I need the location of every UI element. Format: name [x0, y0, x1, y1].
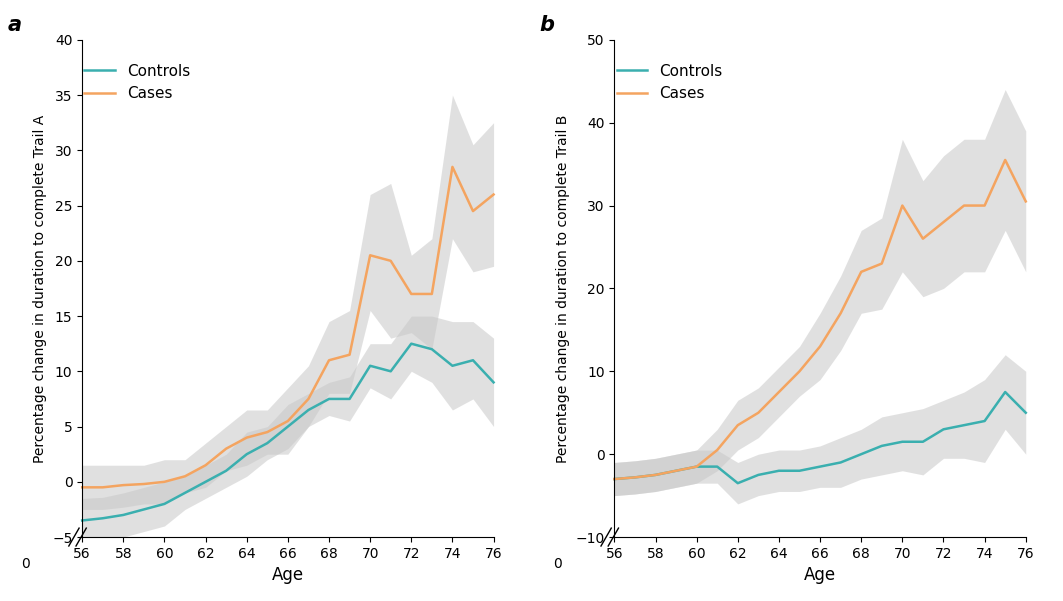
- Cases: [282, 418, 294, 425]
- Y-axis label: Percentage change in duration to complete Trail B: Percentage change in duration to complet…: [556, 114, 570, 463]
- Cases: [179, 472, 191, 480]
- Line: Controls: Controls: [614, 392, 1026, 483]
- Controls: [876, 442, 889, 450]
- Controls: [855, 451, 867, 458]
- Controls: [425, 346, 438, 353]
- Cases: [467, 207, 479, 215]
- Text: a: a: [7, 15, 21, 35]
- Legend: Controls, Cases: Controls, Cases: [79, 57, 197, 107]
- Controls: [97, 514, 109, 522]
- Cases: [608, 475, 621, 483]
- Cases: [405, 290, 418, 297]
- Legend: Controls, Cases: Controls, Cases: [610, 57, 729, 107]
- Cases: [97, 484, 109, 491]
- Controls: [938, 426, 950, 433]
- Controls: [793, 467, 806, 474]
- Y-axis label: Percentage change in duration to complete Trail A: Percentage change in duration to complet…: [33, 114, 47, 463]
- Cases: [813, 343, 826, 350]
- Controls: [364, 362, 376, 370]
- Cases: [896, 202, 909, 209]
- Controls: [158, 500, 171, 507]
- Cases: [137, 480, 150, 487]
- Cases: [302, 395, 315, 403]
- Controls: [978, 418, 991, 425]
- Controls: [137, 506, 150, 513]
- Cases: [999, 156, 1012, 163]
- Controls: [773, 467, 786, 474]
- Controls: [999, 388, 1012, 395]
- Controls: [446, 362, 459, 370]
- Cases: [958, 202, 971, 209]
- Line: Cases: Cases: [614, 160, 1026, 479]
- Controls: [385, 368, 398, 375]
- Controls: [302, 406, 315, 413]
- Cases: [670, 467, 682, 474]
- Controls: [628, 474, 641, 481]
- Controls: [896, 438, 909, 445]
- Controls: [916, 438, 929, 445]
- Cases: [385, 257, 398, 264]
- Cases: [876, 260, 889, 267]
- Controls: [649, 471, 662, 478]
- Cases: [240, 434, 253, 441]
- Controls: [220, 467, 233, 474]
- Cases: [711, 447, 724, 454]
- Line: Cases: Cases: [82, 167, 493, 487]
- Controls: [179, 489, 191, 496]
- Controls: [608, 475, 621, 483]
- Cases: [425, 290, 438, 297]
- Cases: [323, 356, 336, 364]
- Cases: [117, 481, 130, 489]
- Line: Controls: Controls: [82, 344, 493, 520]
- Controls: [199, 478, 212, 486]
- Controls: [487, 379, 500, 386]
- Controls: [690, 463, 703, 470]
- Controls: [405, 340, 418, 347]
- Controls: [467, 356, 479, 364]
- Text: b: b: [540, 15, 555, 35]
- Cases: [628, 474, 641, 481]
- X-axis label: Age: Age: [804, 566, 837, 584]
- Cases: [75, 484, 88, 491]
- Cases: [260, 429, 273, 436]
- Cases: [978, 202, 991, 209]
- Text: 0: 0: [553, 557, 562, 571]
- Cases: [487, 191, 500, 198]
- Cases: [446, 163, 459, 171]
- Cases: [916, 235, 929, 242]
- Cases: [690, 463, 703, 470]
- Cases: [855, 268, 867, 275]
- Controls: [670, 467, 682, 474]
- X-axis label: Age: Age: [272, 566, 304, 584]
- Controls: [282, 423, 294, 430]
- Controls: [752, 471, 764, 478]
- Cases: [834, 310, 847, 317]
- Cases: [938, 219, 950, 226]
- Controls: [260, 439, 273, 447]
- Text: 0: 0: [21, 557, 30, 571]
- Controls: [813, 463, 826, 470]
- Controls: [343, 395, 356, 403]
- Controls: [731, 480, 744, 487]
- Cases: [649, 471, 662, 478]
- Controls: [834, 459, 847, 466]
- Cases: [343, 351, 356, 358]
- Cases: [773, 388, 786, 395]
- Cases: [731, 421, 744, 429]
- Cases: [1019, 198, 1032, 205]
- Controls: [75, 517, 88, 524]
- Cases: [199, 462, 212, 469]
- Controls: [1019, 409, 1032, 416]
- Cases: [793, 368, 806, 375]
- Cases: [220, 445, 233, 453]
- Controls: [240, 451, 253, 458]
- Controls: [958, 421, 971, 429]
- Controls: [711, 463, 724, 470]
- Controls: [117, 511, 130, 519]
- Cases: [364, 252, 376, 259]
- Cases: [752, 409, 764, 416]
- Cases: [158, 478, 171, 486]
- Controls: [323, 395, 336, 403]
